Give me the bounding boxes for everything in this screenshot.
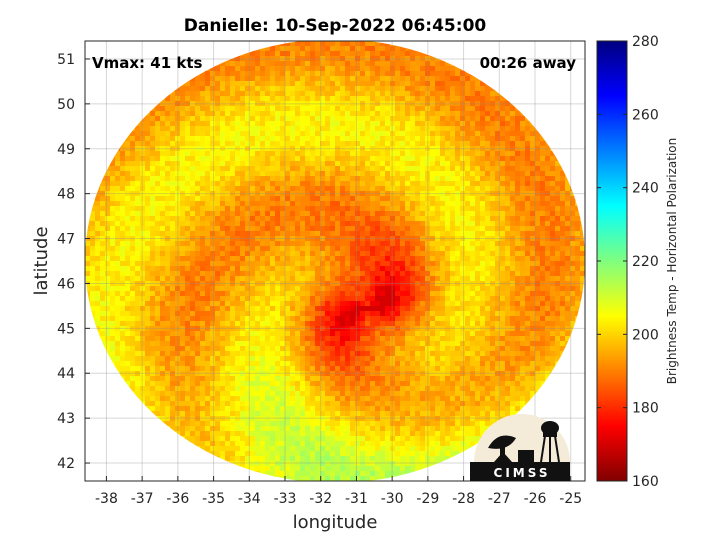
- grid: [85, 41, 585, 481]
- x-tick-label: -25: [559, 491, 582, 507]
- colorbar-ticks: 160 180 200 220 240 260 280: [597, 34, 659, 490]
- y-tick-label: 49: [57, 142, 75, 158]
- y-tick-label: 47: [57, 232, 75, 248]
- colorbar-tick-label: 240: [632, 181, 659, 197]
- y-tick-label: 48: [57, 187, 75, 203]
- time-away-annotation: 00:26 away: [480, 54, 577, 72]
- cimss-logo: CIMSS: [470, 414, 570, 481]
- y-tick-label: 46: [57, 276, 75, 292]
- chart-title: Danielle: 10-Sep-2022 06:45:00: [184, 16, 487, 36]
- x-axis-label: longitude: [293, 512, 378, 533]
- x-tick-label: -31: [345, 491, 368, 507]
- x-tick-label: -36: [166, 491, 189, 507]
- x-tick-label: -33: [274, 491, 297, 507]
- y-tick-label: 43: [57, 411, 75, 427]
- x-tick-label: -28: [452, 491, 475, 507]
- colorbar-tick-label: 260: [632, 107, 659, 123]
- x-tick-label: -27: [488, 491, 511, 507]
- x-tick-label: -37: [131, 491, 154, 507]
- colorbar-tick-label: 220: [632, 254, 659, 270]
- x-tick-label: -38: [95, 491, 118, 507]
- y-tick-labels: 42 43 44 45 46 47 48 49 50 51: [57, 52, 75, 472]
- x-tick-label: -35: [202, 491, 225, 507]
- y-tick-label: 45: [57, 321, 75, 337]
- colorbar-label: Brightness Temp - Horizontal Polarizatio…: [665, 138, 679, 385]
- x-tick-label: -30: [381, 491, 404, 507]
- colorbar-tick-label: 280: [632, 34, 659, 50]
- y-tick-label: 50: [57, 97, 75, 113]
- x-tick-label: -32: [309, 491, 332, 507]
- vmax-annotation: Vmax: 41 kts: [92, 54, 202, 72]
- axes-box: [84, 40, 586, 482]
- x-tick-label: -34: [238, 491, 261, 507]
- x-tick-label: -29: [416, 491, 439, 507]
- y-tick-label: 44: [57, 366, 75, 382]
- x-tick-label: -26: [524, 491, 547, 507]
- y-axis-label: latitude: [31, 226, 52, 295]
- colorbar-tick-label: 200: [632, 327, 659, 343]
- colorbar-tick-label: 180: [632, 401, 659, 417]
- logo-text: CIMSS: [494, 466, 551, 480]
- colorbar-tick-label: 160: [632, 474, 659, 490]
- y-tick-label: 51: [57, 52, 75, 68]
- y-tick-label: 42: [57, 456, 75, 472]
- x-tick-labels: -38 -37 -36 -35 -34 -33 -32 -31 -30 -29 -28 -27 -26-…: [95, 491, 582, 507]
- colorbar: [596, 40, 628, 482]
